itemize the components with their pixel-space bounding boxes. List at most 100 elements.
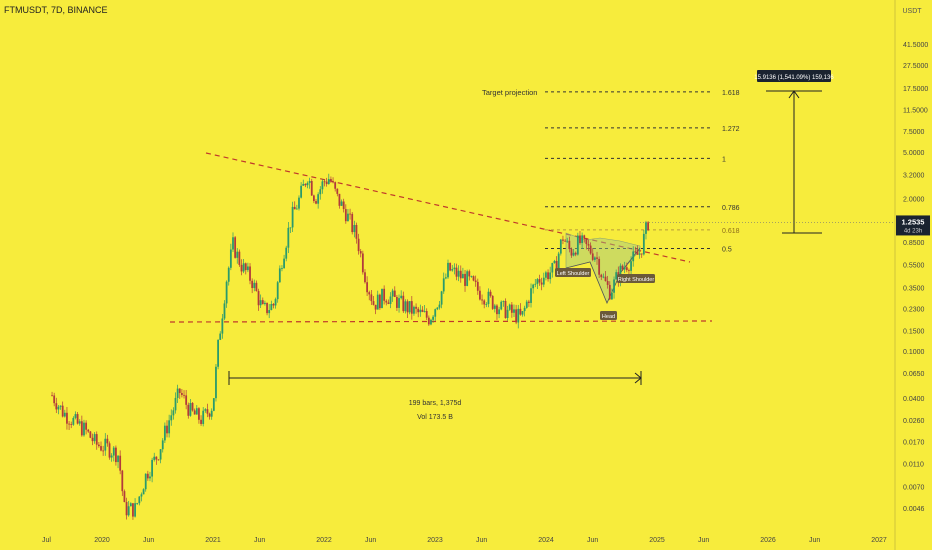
candle-body — [227, 267, 230, 282]
candle-body — [642, 233, 645, 255]
candle-body — [327, 179, 330, 185]
candle-body — [198, 408, 200, 420]
candle-body — [127, 506, 130, 516]
candle-body — [608, 284, 611, 300]
candle-body — [253, 282, 256, 289]
candle-body — [417, 308, 420, 313]
candle-body — [472, 276, 475, 281]
candle-body — [274, 299, 277, 306]
candle-body — [283, 258, 285, 269]
resistance-trendline — [205, 152, 691, 263]
candle-body — [68, 423, 70, 425]
candle-body — [146, 473, 149, 479]
fib-ratio-label: 1 — [722, 156, 726, 163]
candle-body — [462, 273, 464, 279]
current-price-tag — [896, 215, 930, 236]
candle-body — [336, 188, 339, 194]
candle-body — [615, 272, 618, 280]
candle-body — [606, 281, 609, 285]
candle-body — [170, 415, 173, 421]
candle-body — [276, 282, 279, 300]
head-label: Head — [602, 314, 615, 320]
candle-body — [66, 412, 68, 424]
candle-body — [308, 181, 311, 183]
candle-body — [76, 414, 79, 424]
candle-body — [61, 405, 64, 417]
candle-body — [85, 422, 88, 430]
candle-body — [364, 272, 366, 283]
candle-body — [400, 295, 403, 299]
candle-body — [117, 455, 119, 463]
candle-body — [389, 296, 392, 304]
candle-body — [402, 295, 405, 312]
candle-body — [121, 470, 124, 492]
support-line — [169, 320, 713, 323]
x-tick-label: Jun — [809, 537, 820, 544]
candle-body — [285, 247, 288, 259]
candle-body — [338, 193, 341, 206]
candle-body — [504, 300, 507, 319]
candle-body — [434, 309, 437, 317]
hs-pattern-outline — [565, 247, 641, 305]
y-tick-label: 0.0070 — [903, 485, 925, 492]
candle-body — [132, 503, 134, 517]
candle-body — [510, 304, 513, 313]
candle-body — [304, 183, 307, 186]
candle-body — [636, 251, 639, 255]
candle-body — [102, 450, 105, 452]
candle-body — [485, 304, 488, 305]
projection-box-text: 15.9136 (1,541.09%) 159,136 — [754, 75, 834, 81]
candle-body — [410, 301, 413, 314]
candle-body — [427, 317, 430, 325]
candle-body — [217, 339, 219, 367]
candle-body — [442, 278, 445, 292]
y-tick-label: 7.5000 — [903, 129, 925, 136]
fib-ratio-label: 0.618 — [722, 228, 740, 235]
candle-body — [396, 296, 398, 308]
candle-body — [493, 305, 496, 309]
candle-body — [587, 244, 590, 246]
candle-body — [266, 302, 268, 314]
candle-body — [413, 306, 415, 314]
range-bars-text: 199 bars, 1,375d — [409, 400, 462, 407]
candle-body — [604, 276, 607, 282]
candle-body — [368, 292, 371, 295]
candle-body — [566, 240, 569, 242]
projection-arrowhead — [788, 90, 800, 99]
candle-body — [583, 235, 586, 239]
fib-ratio-label: 1.272 — [722, 126, 740, 133]
candle-body — [163, 425, 166, 441]
candle-body — [344, 209, 347, 222]
x-tick-label: 2027 — [871, 537, 887, 544]
candle-body — [553, 260, 556, 263]
candle-body — [625, 267, 628, 271]
candle-body — [562, 239, 564, 241]
x-tick-label: 2024 — [538, 537, 554, 544]
candle-body — [183, 394, 185, 396]
candle-body — [523, 307, 526, 312]
candle-body — [387, 302, 390, 304]
right-shoulder-label-bg — [617, 274, 655, 283]
candle-body — [123, 491, 126, 503]
candle-body — [200, 419, 202, 424]
candle-body — [332, 181, 334, 183]
candle-body — [572, 252, 575, 256]
candle-body — [491, 295, 494, 309]
candle-body — [323, 181, 326, 183]
candle-body — [602, 276, 605, 278]
candle-body — [355, 224, 358, 239]
candle-body — [334, 182, 337, 189]
candle-body — [542, 277, 545, 285]
candle-body — [240, 264, 243, 272]
candle-body — [519, 308, 522, 315]
candle-body — [219, 333, 222, 340]
candle-body — [151, 459, 154, 477]
fib-ratio-label: 1.618 — [722, 90, 740, 97]
current-price-countdown: 4d 23h — [904, 228, 922, 234]
candle-body — [174, 397, 177, 411]
candle-body — [302, 183, 305, 186]
y-tick-label: 27.5000 — [903, 63, 928, 70]
candle-body — [223, 303, 226, 319]
candle-body — [195, 408, 198, 415]
